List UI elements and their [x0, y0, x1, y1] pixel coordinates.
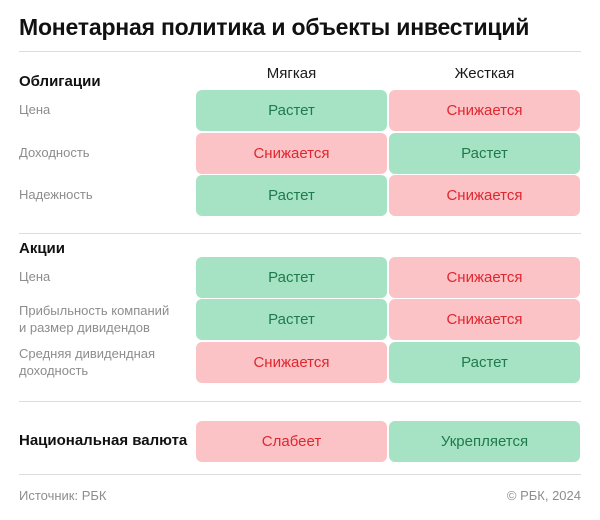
- row-label-line: Средняя дивидендная: [19, 346, 156, 361]
- divider: [19, 474, 581, 475]
- row-label-line: и размер дивидендов: [19, 320, 150, 335]
- section-title-currency: Национальная валюта: [19, 432, 188, 449]
- divider: [19, 233, 581, 234]
- row-label-line: Прибыльность компаний: [19, 303, 170, 318]
- divider: [19, 401, 581, 402]
- row-label-stock-price: Цена: [19, 269, 51, 284]
- footer-copyright: © РБК, 2024: [506, 488, 581, 503]
- cell-stock-dividend-soft: Снижается: [196, 342, 387, 383]
- cell-bond-yield-soft: Снижается: [196, 133, 387, 174]
- row-label-bond-price: Цена: [19, 102, 51, 117]
- cell-stock-profit-tight: Снижается: [389, 299, 580, 340]
- cell-currency-soft: Слабеет: [196, 421, 387, 462]
- row-label-stock-dividend-yield: Средняя дивидендная доходность: [19, 345, 194, 379]
- page-title: Монетарная политика и объекты инвестиций: [19, 14, 530, 40]
- column-header-soft: Мягкая: [266, 65, 317, 82]
- cell-stock-price-tight: Снижается: [389, 257, 580, 298]
- row-label-bond-yield: Доходность: [19, 145, 90, 160]
- row-label-line: доходность: [19, 363, 89, 378]
- cell-stock-profit-soft: Растет: [196, 299, 387, 340]
- cell-currency-tight: Укрепляется: [389, 421, 580, 462]
- cell-bond-price-soft: Растет: [196, 90, 387, 131]
- cell-stock-price-soft: Растет: [196, 257, 387, 298]
- section-title-stocks: Акции: [19, 240, 66, 257]
- cell-bond-reliability-soft: Растет: [196, 175, 387, 216]
- section-title-bonds: Облигации: [19, 73, 101, 90]
- row-label-bond-reliability: Надежность: [19, 187, 93, 202]
- column-header-tight: Жесткая: [454, 65, 515, 82]
- cell-bond-price-tight: Снижается: [389, 90, 580, 131]
- footer-source: Источник: РБК: [19, 488, 107, 503]
- cell-bond-yield-tight: Растет: [389, 133, 580, 174]
- divider: [19, 51, 581, 52]
- cell-stock-dividend-tight: Растет: [389, 342, 580, 383]
- cell-bond-reliability-tight: Снижается: [389, 175, 580, 216]
- row-label-stock-profit: Прибыльность компаний и размер дивидендо…: [19, 302, 194, 336]
